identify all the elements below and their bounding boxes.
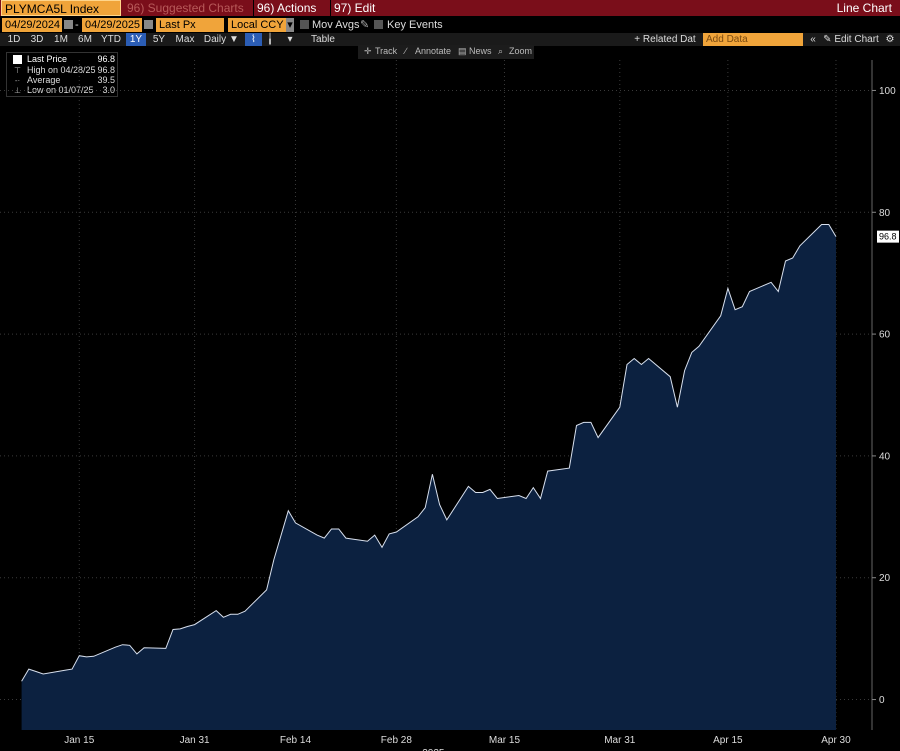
- suggested-charts-button[interactable]: 96) Suggested Charts: [127, 1, 244, 15]
- range-max[interactable]: Max: [175, 34, 195, 45]
- range-1d[interactable]: 1D: [7, 34, 21, 45]
- zoom-icon[interactable]: ⌕: [498, 46, 504, 56]
- ticker-input[interactable]: PLYMCA5L Index: [1, 0, 121, 16]
- gear-icon[interactable]: ⚙: [885, 34, 895, 45]
- series-swatch[interactable]: [13, 55, 22, 64]
- chevron-down-icon[interactable]: ▾: [287, 34, 293, 45]
- key-events-label[interactable]: Key Events: [387, 19, 443, 31]
- frequency-select[interactable]: Daily: [203, 34, 227, 45]
- y-tick-label: 80: [879, 208, 891, 219]
- x-tick-label: Jan 15: [64, 735, 94, 746]
- range-5y[interactable]: 5Y: [152, 34, 166, 45]
- chart-controls-row: 04/29/2024 - 04/29/2025 Last Px Local CC…: [0, 17, 900, 33]
- y-tick-label: 0: [879, 695, 885, 706]
- last-value-badge: 96.8: [877, 230, 899, 243]
- add-data-input[interactable]: Add Data: [703, 33, 803, 46]
- chart-tools: ✛ Track ∕ Annotate ▤ News ⌕ Zoom: [358, 45, 534, 59]
- x-tick-label: Mar 15: [489, 735, 521, 746]
- last-value-label: 96.8: [879, 232, 897, 242]
- end-date-field[interactable]: 04/29/2025: [82, 18, 142, 32]
- high-marker-icon: ⊤: [14, 66, 21, 75]
- average-marker-icon: -·: [14, 76, 21, 85]
- start-date-field[interactable]: 04/29/2024: [2, 18, 62, 32]
- date-separator: -: [75, 19, 79, 31]
- calendar-icon[interactable]: [64, 20, 73, 29]
- x-tick-label: Mar 31: [604, 735, 636, 746]
- x-axis: Jan 15 Jan 31 Feb 14 Feb 28 Mar 15 Mar 31 Apr …: [64, 735, 851, 746]
- pencil-icon[interactable]: ✎: [360, 19, 370, 31]
- y-tick-label: 60: [879, 330, 891, 341]
- line-chart-icon[interactable]: ⌇: [245, 33, 262, 46]
- edit-chart-button[interactable]: ✎ Edit Chart: [822, 33, 880, 46]
- collapse-icon[interactable]: «: [810, 34, 816, 45]
- legend-label: Average: [27, 75, 61, 85]
- range-ytd[interactable]: YTD: [101, 34, 121, 45]
- range-3d[interactable]: 3D: [30, 34, 44, 45]
- currency-select[interactable]: Local CCY: [228, 18, 286, 32]
- calendar-icon[interactable]: [144, 20, 153, 29]
- pencil-icon: ✎: [823, 34, 832, 45]
- range-1m[interactable]: 1M: [54, 34, 68, 45]
- annotate-tool[interactable]: Annotate: [415, 46, 452, 56]
- mov-avgs-checkbox[interactable]: [300, 20, 309, 29]
- legend-value: 96.8: [97, 65, 115, 75]
- price-chart[interactable]: 0 20 40 60 80 100 Jan 15 Jan 31 Feb 14 Feb 28 Mar…: [0, 58, 900, 751]
- related-data-button[interactable]: + Related Dat: [630, 33, 700, 46]
- legend-label: Last Price: [27, 54, 68, 64]
- y-axis: 0 20 40 60 80 100: [872, 86, 896, 706]
- edit-chart-label: Edit Chart: [834, 34, 879, 45]
- plus-icon: +: [634, 34, 641, 45]
- news-tool[interactable]: News: [469, 46, 492, 56]
- table-button[interactable]: Table: [311, 34, 335, 45]
- related-data-label: Related Dat: [642, 34, 696, 45]
- zoom-tool[interactable]: Zoom: [509, 46, 533, 56]
- bar-chart-icon[interactable]: ╽: [266, 34, 274, 45]
- x-tick-label: Apr 15: [713, 735, 743, 746]
- range-1y[interactable]: 1Y: [126, 33, 146, 46]
- annotate-icon[interactable]: ∕: [405, 46, 407, 56]
- y-tick-label: 100: [879, 86, 896, 97]
- y-tick-label: 40: [879, 451, 891, 462]
- x-tick-label: Jan 31: [180, 735, 210, 746]
- actions-menu-button[interactable]: 96) Actions: [253, 0, 327, 16]
- legend-last-price: Last Price 96.8: [11, 54, 115, 65]
- last-value-box: [877, 230, 899, 243]
- chart-type-label: Line Chart: [836, 1, 892, 15]
- edit-menu-button[interactable]: 97) Edit: [330, 0, 384, 16]
- x-tick-label: Feb 28: [381, 735, 413, 746]
- mov-avgs-label[interactable]: Mov Avgs: [312, 19, 360, 31]
- x-axis-year-label: 2025: [422, 748, 445, 751]
- series-line[interactable]: [21, 224, 837, 682]
- legend-label: High on 04/28/25: [27, 65, 96, 75]
- field-select[interactable]: Last Px: [156, 18, 224, 32]
- series-area: [21, 224, 837, 730]
- x-tick-label: Feb 14: [280, 735, 312, 746]
- low-marker-icon: ⊥: [14, 86, 21, 95]
- chevron-down-icon[interactable]: ▼: [229, 34, 239, 45]
- key-events-checkbox[interactable]: [374, 20, 383, 29]
- legend-value: 96.8: [97, 54, 115, 64]
- legend-average: -· Average 39.5: [11, 75, 115, 86]
- legend-high: ⊤ High on 04/28/25 96.8: [11, 65, 115, 76]
- crosshair-icon[interactable]: ✛: [364, 46, 372, 56]
- x-tick-label: Apr 30: [821, 735, 851, 746]
- chevron-down-icon[interactable]: ▾: [286, 18, 294, 32]
- range-toolbar: 1D 3D 1M 6M YTD 1Y 5Y Max Daily ▼ ⌇ ╽ ▾ …: [0, 33, 900, 46]
- y-tick-label: 20: [879, 573, 891, 584]
- track-tool[interactable]: Track: [375, 46, 398, 56]
- top-toolbar: PLYMCA5L Index 96) Suggested Charts 96) …: [0, 0, 900, 16]
- legend-value: 39.5: [97, 75, 115, 85]
- news-icon[interactable]: ▤: [458, 46, 467, 56]
- range-6m[interactable]: 6M: [78, 34, 92, 45]
